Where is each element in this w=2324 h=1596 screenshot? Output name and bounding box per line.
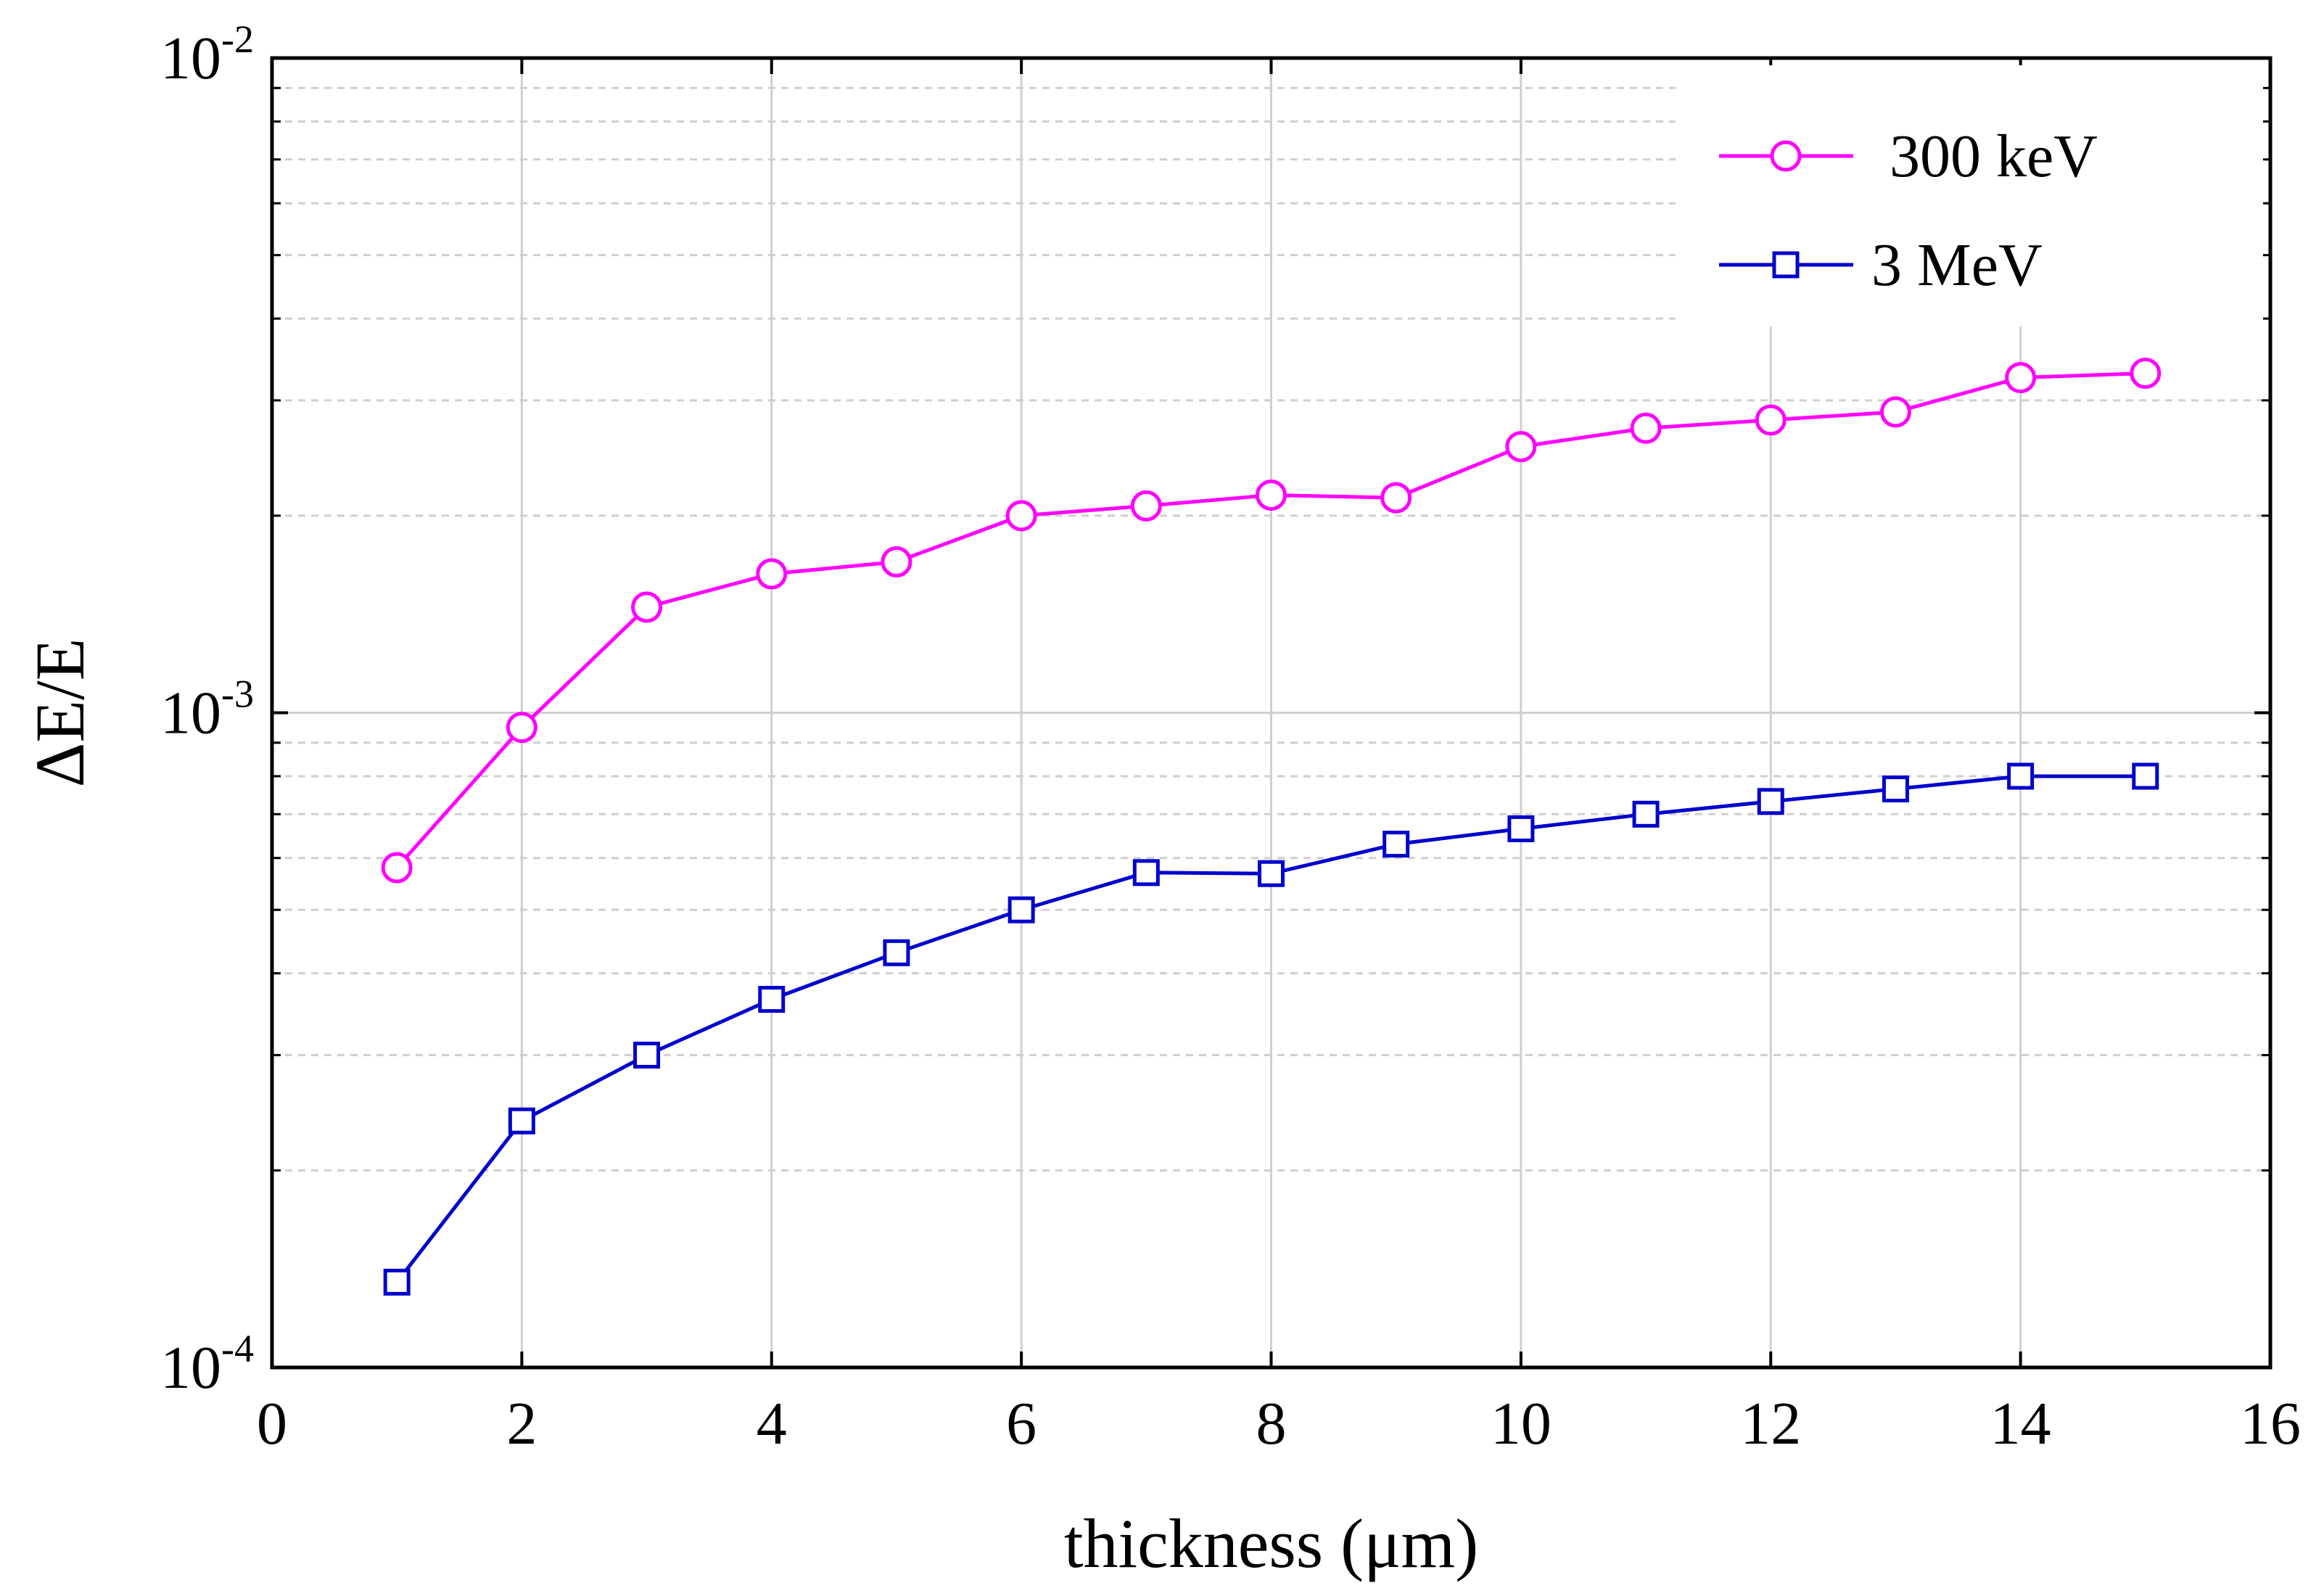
data-point-3-mev (1132, 859, 1160, 887)
data-point-3-mev (1632, 800, 1660, 828)
x-tick-label: 8 (1256, 1390, 1287, 1457)
legend-label-3-mev: 3 MeV (1871, 231, 2043, 299)
legend-marker-3-mev (1772, 251, 1800, 279)
x-axis-title: thickness (μm) (1064, 1505, 1478, 1582)
data-point-300-kev (1755, 404, 1787, 436)
data-point-3-mev (1008, 896, 1035, 924)
data-point-300-kev (506, 712, 537, 744)
legend-box (1676, 65, 2263, 326)
data-point-3-mev (1882, 775, 1909, 802)
x-tick-label: 4 (757, 1390, 787, 1457)
data-point-300-kev (1130, 490, 1162, 522)
x-tick-label: 2 (506, 1390, 537, 1457)
data-point-3-mev (508, 1107, 535, 1135)
data-point-300-kev (1879, 396, 1911, 428)
plot-series (381, 358, 2162, 1296)
series-3-mev (383, 762, 2159, 1296)
data-point-300-kev (1380, 482, 1412, 514)
data-point-3-mev (1757, 788, 1784, 815)
x-tick-label: 10 (1491, 1390, 1552, 1457)
x-tick-label: 16 (2240, 1390, 2301, 1457)
x-tick-label: 12 (1740, 1390, 1801, 1457)
data-point-300-kev (1256, 479, 1287, 511)
data-point-300-kev (756, 558, 788, 590)
data-point-3-mev (2132, 762, 2159, 790)
series-300-kev (381, 358, 2162, 884)
data-point-300-kev (2130, 358, 2162, 390)
data-point-300-kev (2005, 362, 2037, 394)
data-point-3-mev (2007, 762, 2035, 790)
data-point-300-kev (1005, 500, 1037, 532)
y-axis-title: ΔE/E (21, 638, 99, 788)
x-tick-label: 14 (1990, 1390, 2051, 1457)
legend-marker-300-kev (1770, 140, 1802, 172)
data-point-300-kev (631, 591, 663, 623)
y-tick-label: 10-4 (160, 1327, 254, 1402)
data-point-300-kev (381, 852, 413, 884)
axis-ticks: 0 2 4 6 8 10 12 14 16 10-4 10-3 10-2 (160, 17, 2301, 1457)
data-point-3-mev (1507, 815, 1535, 842)
data-point-3-mev (1258, 860, 1285, 887)
data-point-300-kev (881, 546, 912, 578)
data-point-300-kev (1505, 431, 1537, 463)
y-tick-label: 10-2 (160, 17, 254, 92)
x-tick-label: 6 (1006, 1390, 1037, 1457)
data-point-300-kev (1630, 412, 1662, 444)
data-point-3-mev (758, 986, 786, 1013)
data-point-3-mev (1383, 831, 1410, 858)
data-point-3-mev (883, 939, 910, 966)
data-point-3-mev (633, 1041, 661, 1069)
data-point-3-mev (383, 1268, 411, 1296)
y-tick-label: 10-3 (160, 672, 254, 747)
legend-label-300-kev: 300 keV (1890, 123, 2098, 190)
legend: 300 keV 3 MeV (1676, 65, 2263, 326)
x-tick-label: 0 (257, 1390, 287, 1457)
